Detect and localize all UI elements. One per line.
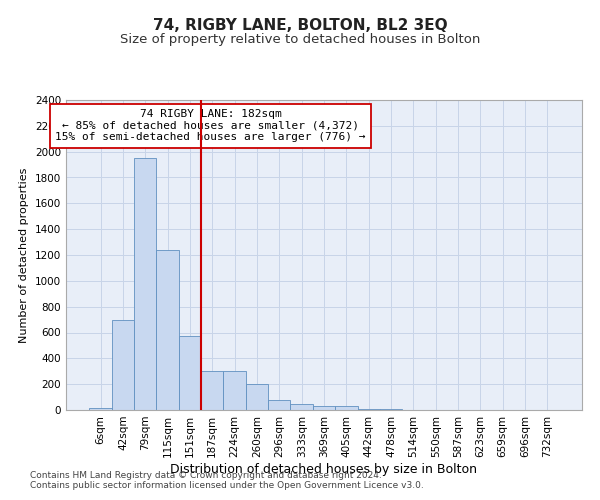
Text: Size of property relative to detached houses in Bolton: Size of property relative to detached ho…	[120, 32, 480, 46]
Bar	[89, 408, 112, 410]
Bar	[246, 384, 268, 410]
Bar	[290, 404, 313, 410]
Bar	[134, 158, 157, 410]
Bar	[313, 406, 335, 410]
Bar	[358, 408, 380, 410]
Bar	[268, 400, 290, 410]
Bar	[223, 371, 246, 410]
Bar	[179, 336, 201, 410]
Bar	[157, 250, 179, 410]
Bar	[112, 320, 134, 410]
Bar	[380, 408, 402, 410]
Text: Contains public sector information licensed under the Open Government Licence v3: Contains public sector information licen…	[30, 480, 424, 490]
Text: Contains HM Land Registry data © Crown copyright and database right 2024.: Contains HM Land Registry data © Crown c…	[30, 470, 382, 480]
Bar	[201, 371, 223, 410]
Text: 74 RIGBY LANE: 182sqm
← 85% of detached houses are smaller (4,372)
15% of semi-d: 74 RIGBY LANE: 182sqm ← 85% of detached …	[55, 110, 366, 142]
Y-axis label: Number of detached properties: Number of detached properties	[19, 168, 29, 342]
Bar	[335, 406, 358, 410]
Text: 74, RIGBY LANE, BOLTON, BL2 3EQ: 74, RIGBY LANE, BOLTON, BL2 3EQ	[152, 18, 448, 32]
X-axis label: Distribution of detached houses by size in Bolton: Distribution of detached houses by size …	[170, 462, 478, 475]
